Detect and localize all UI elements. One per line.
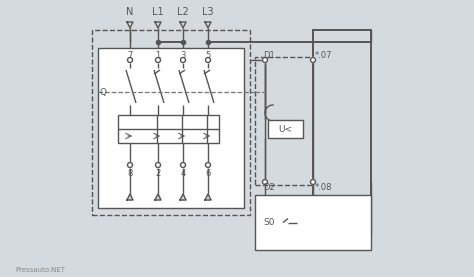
Polygon shape (127, 194, 133, 200)
Bar (255, 195, 371, 250)
Text: 8: 8 (128, 168, 133, 178)
Text: 5: 5 (205, 50, 210, 60)
Circle shape (181, 58, 185, 63)
Circle shape (128, 163, 133, 168)
Text: Q: Q (100, 88, 107, 96)
Text: N: N (126, 7, 134, 17)
Text: 4: 4 (181, 168, 186, 178)
Bar (268, 120, 303, 138)
Polygon shape (127, 22, 133, 28)
Bar (98, 48, 244, 208)
Circle shape (263, 58, 267, 63)
Text: 7: 7 (128, 50, 133, 60)
Text: D2: D2 (263, 183, 275, 191)
Text: D1: D1 (263, 52, 275, 60)
Text: L3: L3 (202, 7, 214, 17)
Text: U<: U< (278, 124, 292, 134)
Text: 3: 3 (180, 50, 186, 60)
Circle shape (206, 58, 210, 63)
Text: *.08: *.08 (315, 183, 332, 191)
Text: *.07: *.07 (315, 52, 332, 60)
Text: Pressauto.NET: Pressauto.NET (15, 267, 65, 273)
Circle shape (310, 179, 316, 184)
Polygon shape (205, 22, 211, 28)
Bar (255, 57, 325, 185)
Text: L2: L2 (177, 7, 189, 17)
Circle shape (155, 58, 161, 63)
Bar (118, 115, 219, 143)
Polygon shape (155, 194, 161, 200)
Text: S0: S0 (263, 218, 274, 227)
Polygon shape (155, 22, 161, 28)
Circle shape (155, 163, 161, 168)
Bar (92, 30, 250, 215)
Circle shape (206, 163, 210, 168)
Text: 6: 6 (205, 168, 210, 178)
Polygon shape (180, 22, 186, 28)
Text: 2: 2 (155, 168, 161, 178)
Circle shape (263, 179, 267, 184)
Polygon shape (180, 194, 186, 200)
Circle shape (181, 163, 185, 168)
Circle shape (310, 58, 316, 63)
Polygon shape (205, 194, 211, 200)
Circle shape (128, 58, 133, 63)
Text: L1: L1 (152, 7, 164, 17)
Bar (313, 30, 371, 235)
Text: 1: 1 (155, 50, 161, 60)
